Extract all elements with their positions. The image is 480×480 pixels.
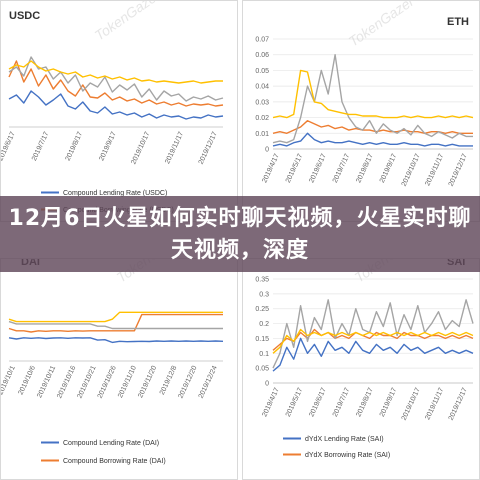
x-tick-label: 2019/11/17 <box>424 153 445 187</box>
usdc-chart: TokenGazer 2019/6/17 2019/7/17 2019/8/17 201… <box>1 1 224 214</box>
x-tick-label: 2019/10/17 <box>130 131 151 166</box>
y-tick-label: 0.2 <box>259 321 269 328</box>
series-line-3 <box>8 311 223 323</box>
usdc-chart-panel: TokenGazer 2019/6/17 2019/7/17 2019/8/17 201… <box>0 0 238 222</box>
chart-title: ETH <box>447 16 469 28</box>
x-tick-label: 2019/11/20 <box>137 365 158 399</box>
legend-label: Compound Borrowing Rate (DAI) <box>63 458 166 465</box>
x-tick-label: 2019/6/17 <box>308 153 328 184</box>
series-line-0 <box>272 337 474 372</box>
y-tick-label: 0.01 <box>255 131 269 138</box>
x-tick-label: 2019/10/17 <box>401 153 422 188</box>
x-tick-label: 2019/12/17 <box>448 153 469 188</box>
y-tick-label: 0.1 <box>259 351 269 358</box>
y-tick-label: 0.05 <box>255 68 269 75</box>
x-tick-label: 2019/11/10 <box>117 365 138 399</box>
x-tick-label: 2019/7/17 <box>332 153 352 184</box>
y-tick-label: 0.07 <box>255 37 269 44</box>
watermark: TokenGazer <box>92 1 164 43</box>
series-line-2 <box>8 56 224 102</box>
y-tick-label: 0.04 <box>255 84 269 91</box>
series-line-0 <box>272 132 473 147</box>
y-tick-label: 0.03 <box>255 99 269 106</box>
x-tick-label: 2019/10/21 <box>76 365 97 400</box>
eth-chart: 0.07 0.06 0.05 0.04 0.03 0.02 0.01 0 TokenGazer 2… <box>255 1 474 188</box>
x-tick-label: 2019/4/17 <box>261 153 281 184</box>
x-tick-label: 2019/12/24 <box>198 365 219 400</box>
x-tick-label: 2019/8/17 <box>355 387 375 418</box>
x-tick-label: 2019/10/26 <box>97 365 118 400</box>
chart-title: USDC <box>9 10 40 22</box>
x-tick-label: 2019/4/17 <box>261 387 281 418</box>
x-tick-label: 2019/5/17 <box>285 153 305 184</box>
series-line-0 <box>8 337 224 344</box>
x-tick-label: 2019/6/17 <box>1 131 17 162</box>
series-line-2 <box>272 299 474 369</box>
x-tick-label: 2019/8/17 <box>65 131 85 162</box>
legend-label: dYdX Borrowing Rate (SAI) <box>305 452 390 459</box>
x-tick-label: 2019/8/17 <box>355 153 375 184</box>
legend-label: Compound Lending Rate (DAI) <box>63 440 159 447</box>
watermark: TokenGazer <box>346 1 418 49</box>
series-line-3 <box>272 328 474 354</box>
series-line-1 <box>8 313 223 333</box>
x-tick-label: 2019/12/17 <box>198 131 219 166</box>
x-tick-label: 2019/12/8 <box>159 365 179 396</box>
legend-label: dYdX Lending Rate (SAI) <box>305 436 384 443</box>
x-tick-label: 2019/6/17 <box>308 387 328 418</box>
y-tick-label: 0.35 <box>255 277 269 284</box>
eth-chart-panel: 0.07 0.06 0.05 0.04 0.03 0.02 0.01 0 TokenGazer 2… <box>242 0 480 222</box>
x-tick-label: 2019/9/17 <box>98 131 118 162</box>
series-line-1 <box>272 328 474 351</box>
x-tick-label: 2019/9/17 <box>379 153 399 184</box>
dai-chart: TokenGazer2019/10/12019/10/62019/10/1120… <box>1 259 224 465</box>
series-line-3 <box>8 60 223 84</box>
x-tick-label: 2019/9/17 <box>379 387 399 418</box>
x-tick-label: 2019/10/1 <box>1 365 17 396</box>
series-line-2 <box>272 54 473 144</box>
y-tick-label: 0.15 <box>255 336 269 343</box>
legend-label: Compound Lending Rate (USDC) <box>63 190 167 197</box>
y-tick-label: 0.05 <box>255 366 269 373</box>
sai-chart: 0.350.30.250.20.150.10.050TokenGazer2019… <box>255 259 474 459</box>
series-line-3 <box>272 69 474 119</box>
y-tick-label: 0.25 <box>255 306 269 313</box>
series-line-1 <box>8 60 224 107</box>
x-tick-label: 2019/11/17 <box>424 387 445 421</box>
series-line-0 <box>8 90 224 120</box>
x-tick-label: 2019/12/20 <box>177 365 198 400</box>
x-tick-label: 2019/10/16 <box>56 365 77 400</box>
article-headline[interactable]: 12月6日火星如何实时聊天视频，火星实时聊天视频，深度 <box>8 206 472 263</box>
x-tick-label: 2019/7/17 <box>31 131 51 162</box>
y-tick-label: 0 <box>265 147 269 154</box>
series-line-2 <box>8 320 223 330</box>
title-overlay-band <box>0 196 480 272</box>
y-tick-label: 0.06 <box>255 52 269 59</box>
x-tick-label: 2019/5/17 <box>285 387 305 418</box>
x-tick-label: 2019/10/11 <box>36 365 57 399</box>
dai-chart-panel: TokenGazer2019/10/12019/10/62019/10/1120… <box>0 258 238 480</box>
y-tick-label: 0 <box>265 381 269 388</box>
y-tick-label: 0.3 <box>259 291 269 298</box>
sai-chart-panel: 0.350.30.250.20.150.10.050TokenGazer2019… <box>242 258 480 480</box>
x-tick-label: 2019/11/17 <box>164 131 185 165</box>
x-tick-label: 2019/10/6 <box>18 365 38 396</box>
x-tick-label: 2019/7/17 <box>332 387 352 418</box>
y-tick-label: 0.02 <box>255 115 269 122</box>
x-tick-label: 2019/12/17 <box>448 387 469 422</box>
x-tick-label: 2019/10/17 <box>401 387 422 422</box>
